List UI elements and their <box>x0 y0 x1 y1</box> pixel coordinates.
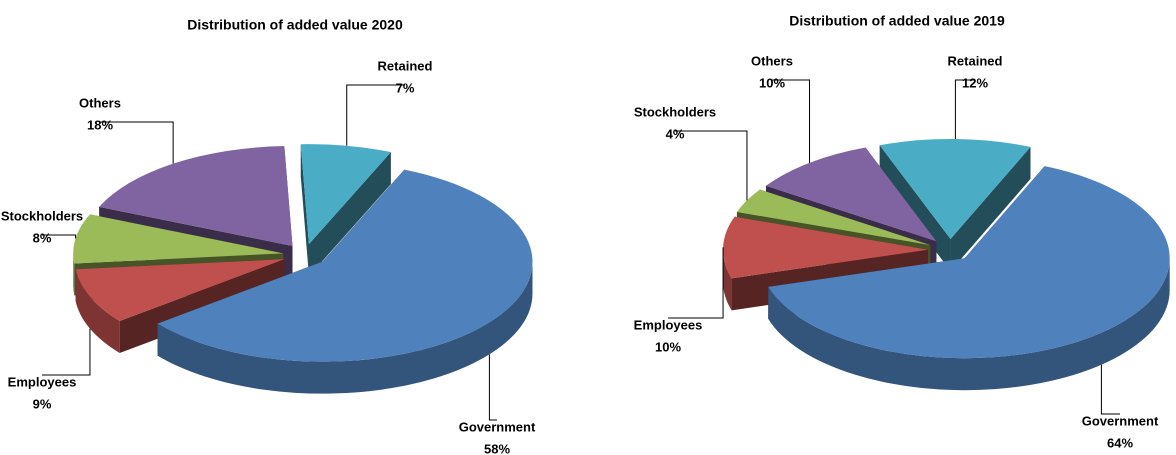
slice-side <box>308 152 391 277</box>
slice-label: Stockholders <box>634 104 716 119</box>
leader-line <box>42 234 77 239</box>
slice <box>73 214 284 264</box>
slice-wall <box>73 253 75 296</box>
slice-value-label: 8% <box>33 230 52 245</box>
slice-value-label: 10% <box>655 339 681 354</box>
leader-line <box>488 354 497 421</box>
leader-line <box>1100 364 1120 415</box>
chart-title: Distribution of added value 2019 <box>789 13 1005 29</box>
slice <box>157 169 533 362</box>
slice-value-label: 7% <box>396 80 415 95</box>
slice-label: Others <box>79 95 121 110</box>
slice-label: Others <box>751 53 793 68</box>
slice <box>768 166 1170 359</box>
slice-value-label: 18% <box>87 117 113 132</box>
slice-label: Employees <box>8 374 77 389</box>
slice-group <box>157 169 533 394</box>
slice <box>723 216 929 279</box>
leader-line <box>954 79 975 140</box>
slice-value-label: 9% <box>33 396 52 411</box>
leader-line <box>346 84 405 146</box>
slice-label: Employees <box>634 317 703 332</box>
leader-line <box>675 130 748 201</box>
slice-side <box>950 146 1031 272</box>
slice <box>736 189 931 246</box>
slice-label: Stockholders <box>1 208 83 223</box>
slice-label: Retained <box>948 53 1003 68</box>
slice <box>300 144 391 245</box>
slice-wall <box>75 269 120 354</box>
slice-label: Retained <box>378 58 433 73</box>
slice-value-label: 10% <box>759 75 785 90</box>
leader-line <box>772 79 811 163</box>
slice-value-label: 4% <box>666 126 685 141</box>
slice-value-label: 58% <box>484 441 510 455</box>
slice-group <box>300 144 391 277</box>
slice-value-label: 64% <box>1107 435 1133 450</box>
slice-wall <box>157 261 533 394</box>
slice <box>99 146 293 246</box>
slice-wall <box>768 258 1170 391</box>
slice-label: Government <box>459 419 536 434</box>
slice-value-label: 12% <box>962 75 988 90</box>
leader-line <box>100 121 174 164</box>
slice-wall <box>723 249 732 311</box>
leader-line <box>42 328 91 376</box>
chart-title: Distribution of added value 2020 <box>187 17 403 33</box>
slice <box>765 147 937 242</box>
slice-side <box>300 144 309 277</box>
leader-line <box>668 247 724 319</box>
slice <box>75 259 285 322</box>
slice <box>879 139 1031 240</box>
slice-group <box>768 166 1170 391</box>
slice-label: Government <box>1082 413 1159 428</box>
